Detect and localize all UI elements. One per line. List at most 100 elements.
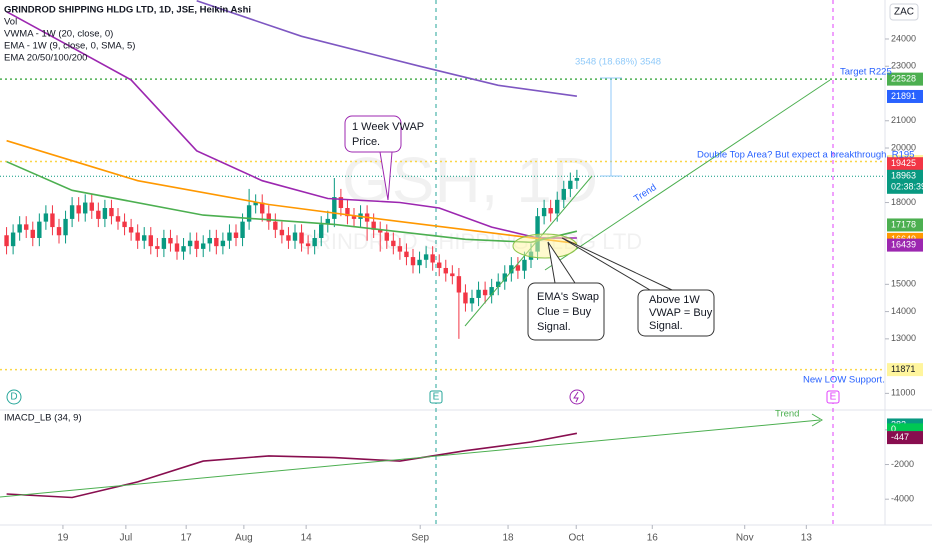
candle-body [384,232,389,241]
event-marker[interactable] [826,390,840,404]
callout-text: EMA's Swap [537,291,599,303]
event-marker[interactable] [6,389,22,405]
price-box [887,363,923,377]
candle-body [351,216,357,219]
candle-body [135,232,140,241]
price-box [887,72,923,86]
annotation: Trend [775,409,799,420]
candle-body [502,273,507,282]
x-tick-label: 14 [301,533,313,544]
candle-body [233,232,239,238]
candle-body [10,232,16,247]
candle-body [30,229,35,238]
candle-body [227,232,232,241]
candle-body [50,213,55,228]
candle-body [312,237,317,247]
candle-body [410,257,416,266]
candle-body [187,240,193,247]
candle-body [4,235,9,247]
candle-body [319,224,324,238]
callout-text: VWAP = Buy [649,307,713,319]
candle-body [417,259,422,266]
candle-body [266,213,271,222]
x-tick-label: Nov [736,533,754,544]
x-tick-label: Jul [119,533,132,544]
price-box-label: 22528 [891,73,916,83]
candle-body [142,235,147,241]
candle-body [555,199,560,214]
candle-body [292,232,298,241]
candle-body [128,227,134,233]
candle-body [17,224,22,233]
candle-body [115,216,121,222]
y-tick-label: 11000 [891,388,915,398]
candle-body [378,229,383,233]
candle-body [260,202,265,214]
candle-body [489,287,494,296]
y-tick-label: 20000 [891,142,916,152]
candle-body [102,207,108,219]
candle-body [450,273,455,277]
candle-body [509,265,514,274]
legend-line: Vol [4,17,17,28]
x-tick-label: 19 [57,533,69,544]
price-box [887,431,923,445]
y-tick-label: 21000 [891,115,916,125]
annotation: New LOW Support. [803,375,885,386]
candle-body [63,218,68,236]
candle-body [548,207,553,214]
candle-body [443,267,448,274]
candle-body [568,180,573,189]
price-box-label: 11871 [891,364,915,374]
candle-body [286,235,291,241]
indicator-line [6,432,578,499]
candle-body [338,197,344,208]
trend-line [544,79,831,271]
candle-body [482,289,488,296]
candle-body [437,262,442,268]
candle-body [496,281,501,288]
indicator-line [6,10,577,239]
event-marker[interactable] [429,390,443,404]
price-box-label: 18963 [891,171,916,181]
indicator-line [196,0,578,97]
candle-body [476,289,481,298]
candle-body [214,237,219,247]
candle-body [515,265,521,271]
callout-pointer [561,237,673,291]
candle-body [201,243,206,249]
x-tick-label: Oct [568,533,584,544]
candle-body [220,240,226,247]
price-box-label: 16439 [891,239,916,249]
price-box [887,218,923,232]
y-tick-label: 23000 [891,61,916,71]
price-box-label: 17178 [891,219,916,229]
countdown: 02:38:39 [891,182,926,192]
candle-body [456,276,462,293]
candle-body [168,237,173,244]
legend-line: EMA - 1W (9, close, 0, SMA, 5) [4,41,135,52]
y-tick-label: 18000 [891,197,916,207]
candle-body [299,232,304,244]
candle-body [325,218,330,225]
candle-body [122,221,127,228]
candle-body [181,246,186,252]
annotation: Target R225 [840,67,892,78]
candle-body [345,207,350,217]
arrow-head [811,413,823,427]
price-box-label: 0 [891,424,896,434]
y2-tick-label: -4000 [891,494,914,504]
currency-box[interactable] [889,3,919,21]
candle-body [541,207,547,217]
y-tick-label: 24000 [891,33,916,43]
event-label: E [433,392,440,403]
x-tick-label: 18 [502,533,514,544]
highlight [512,233,578,259]
callout-pointer [547,241,576,284]
candle-body [89,202,94,211]
y2-tick-label: -2000 [891,459,914,469]
indicator-line [6,139,577,245]
event-marker[interactable] [569,389,585,405]
